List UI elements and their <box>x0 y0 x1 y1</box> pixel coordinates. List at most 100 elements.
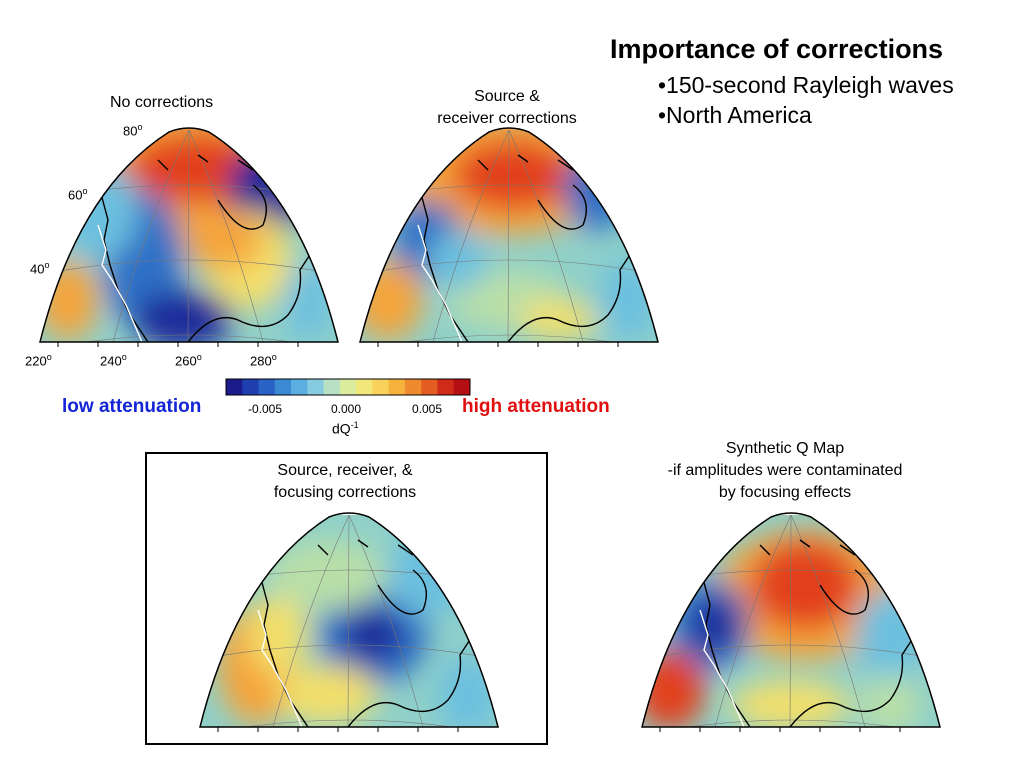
graticule-lon <box>187 129 190 342</box>
map-anomaly <box>642 650 705 727</box>
colorbar-tick-neg: -0.005 <box>248 402 283 416</box>
graticule-lon <box>508 129 584 342</box>
hudson-bay-outline <box>217 184 267 230</box>
arctic-islands <box>317 539 449 574</box>
colorbar <box>225 378 471 396</box>
graticule-lon <box>272 514 350 727</box>
map-label-source-receiver: Source & receiver corrections <box>412 86 602 130</box>
map-anomaly <box>383 535 473 615</box>
map-label-line: No corrections <box>110 94 214 111</box>
colorbar-swatch <box>453 379 471 395</box>
colorbar-swatch <box>372 379 390 395</box>
map-label-focusing: Source, receiver, & focusing corrections <box>240 460 450 504</box>
colorbar-swatch <box>307 379 325 395</box>
colorbar-swatch <box>226 379 243 395</box>
map-label-line: Source & <box>474 88 540 105</box>
hudson-bay-outline <box>537 184 587 230</box>
legend-low-attenuation: low attenuation <box>62 396 202 417</box>
lon-label-260: 260o <box>175 352 202 369</box>
map-outline <box>199 512 499 728</box>
plate-boundary <box>97 224 143 342</box>
map-anomaly <box>598 260 658 340</box>
map-anomaly <box>453 140 573 210</box>
bullet-north-america: •North America <box>658 102 812 128</box>
highlight-box <box>145 452 548 745</box>
map-focusing <box>199 512 499 732</box>
map-anomaly <box>268 540 388 610</box>
map-anomaly <box>183 210 263 270</box>
colorbar-swatch <box>437 379 455 395</box>
east-coastline <box>347 619 484 727</box>
colorbar-swatch <box>421 379 438 395</box>
colorbar-swatch <box>388 379 406 395</box>
colorbar-swatch <box>242 379 260 395</box>
map-anomaly <box>278 665 378 725</box>
graticule-lat <box>360 334 658 342</box>
legend-high-attenuation: high attenuation <box>462 396 610 417</box>
east-coastline <box>507 234 644 342</box>
graticule-lon <box>789 514 792 727</box>
map-outline <box>359 127 659 343</box>
bullet-rayleigh-waves: •150-second Rayleigh waves <box>658 72 954 98</box>
map-outline <box>641 512 941 728</box>
arctic-islands <box>477 154 609 189</box>
map-anomaly <box>855 590 925 680</box>
map-anomaly <box>343 607 403 663</box>
colorbar-frame <box>225 378 471 396</box>
east-coastline <box>187 234 324 342</box>
graticule-lat <box>642 719 940 727</box>
hudson-bay-outline <box>819 569 869 615</box>
colorbar-tick-pos: 0.005 <box>412 402 443 416</box>
map-anomaly <box>58 160 138 260</box>
lon-label-220: 220o <box>25 352 52 369</box>
map-anomaly <box>40 260 98 340</box>
map-outline <box>39 127 339 343</box>
lat-label-60: 60o <box>68 186 88 203</box>
lon-label-280: 280o <box>250 352 277 369</box>
slide-title: Importance of corrections <box>610 34 944 64</box>
map-anomaly <box>860 675 920 727</box>
map-label-line: Source, receiver, & <box>277 462 413 479</box>
graticule-lon <box>507 129 510 342</box>
map-synthetic <box>641 512 941 732</box>
graticule-lon <box>347 514 350 727</box>
graticule-lon <box>112 129 190 342</box>
colorbar-swatch <box>274 379 292 395</box>
colorbar-swatch <box>291 379 308 395</box>
lat-label-80: 80o <box>123 122 143 139</box>
map-label-synthetic: Synthetic Q Map -if amplitudes were cont… <box>630 438 940 504</box>
plate-boundary <box>257 609 303 727</box>
east-coastline <box>789 619 926 727</box>
map-label-line: receiver corrections <box>437 110 577 127</box>
graticule-lon <box>188 129 264 342</box>
arctic-islands <box>759 539 891 574</box>
graticule-lon <box>348 514 424 727</box>
colorbar-swatch <box>258 379 276 395</box>
map-label-line: -if amplitudes were contaminated <box>667 462 903 479</box>
plate-boundary <box>699 609 745 727</box>
colorbar-tick-zero: 0.000 <box>331 402 362 416</box>
map-anomaly <box>690 597 740 653</box>
graticule-lon <box>714 514 792 727</box>
map-label-line: focusing corrections <box>273 484 417 501</box>
graticule-lon <box>790 514 866 727</box>
lon-label-240: 240o <box>100 352 127 369</box>
graticule-lat <box>40 334 338 342</box>
colorbar-swatch <box>323 379 341 395</box>
colorbar-swatch <box>356 379 373 395</box>
map-no-corrections <box>39 127 339 347</box>
map-anomaly <box>563 150 633 230</box>
map-label-line: by focusing effects <box>718 484 852 501</box>
colorbar-swatch <box>339 379 357 395</box>
map-anomaly <box>248 595 308 675</box>
map-label-no-corrections: No corrections <box>110 92 213 114</box>
map-source-receiver <box>359 127 659 347</box>
graticule-lat <box>200 719 498 727</box>
colorbar-swatch <box>404 379 422 395</box>
lat-label-40: 40o <box>30 260 50 277</box>
colorbar-label: dQ-1 <box>332 420 359 437</box>
arctic-islands <box>157 154 289 189</box>
hudson-bay-outline <box>377 569 427 615</box>
graticule-lon <box>432 129 510 342</box>
map-anomaly <box>750 540 860 630</box>
